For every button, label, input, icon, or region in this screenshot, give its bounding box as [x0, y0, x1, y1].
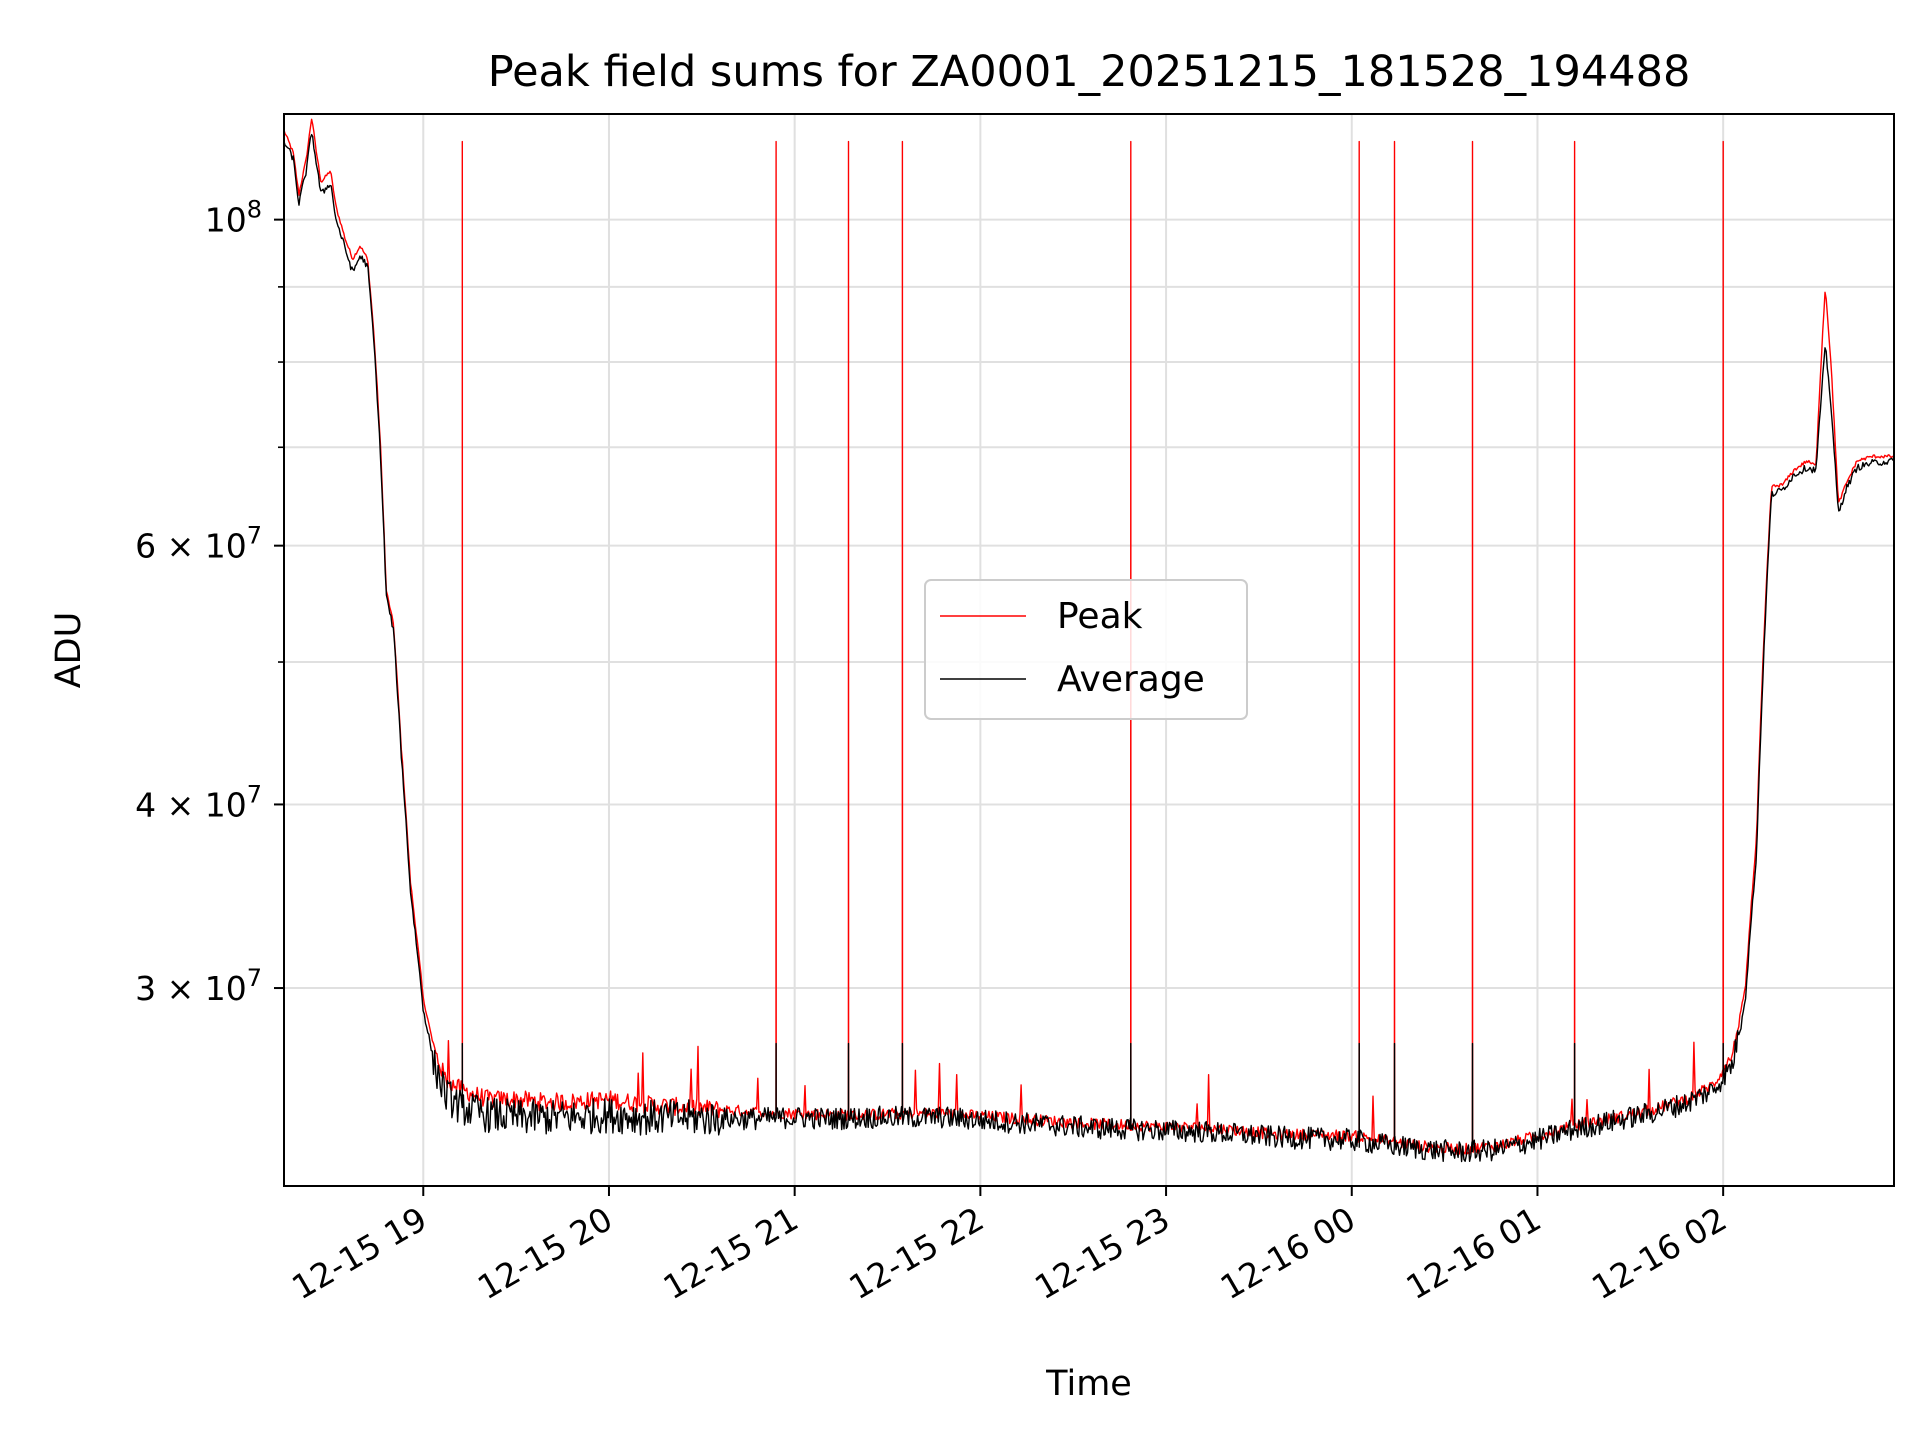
y-tick-label: 108	[205, 196, 262, 240]
axes-frame	[283, 113, 1895, 1187]
y-tick-label: 4 × 107	[135, 780, 262, 824]
y-axis-label: ADU	[49, 612, 89, 689]
legend-box	[924, 579, 1248, 720]
series-line-average	[283, 133, 1895, 1163]
x-axis-label: Time	[1045, 1364, 1132, 1404]
y-tick-label: 3 × 107	[135, 964, 262, 1008]
y-tick-label: 6 × 107	[135, 522, 262, 566]
chart-title: Peak field sums for ZA0001_20251215_1815…	[488, 47, 1691, 97]
legend: Peak Average	[924, 579, 1248, 720]
legend-label-average: Average	[1057, 659, 1205, 700]
legend-label-peak: Peak	[1057, 596, 1143, 637]
series-layer	[283, 118, 1895, 1163]
